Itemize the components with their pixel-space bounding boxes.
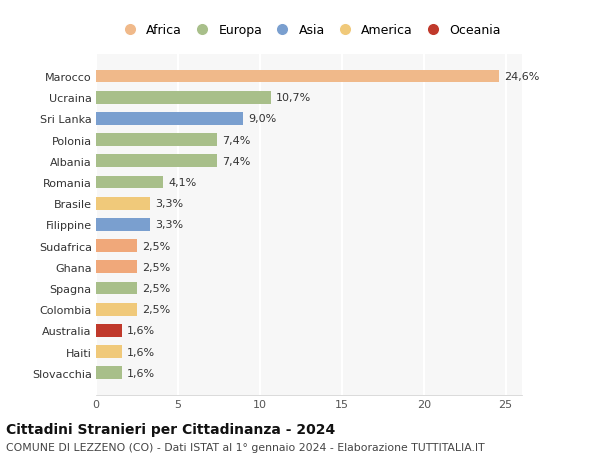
Text: 7,4%: 7,4% xyxy=(222,135,251,146)
Text: 1,6%: 1,6% xyxy=(127,326,155,336)
Bar xyxy=(96,218,150,231)
Text: 2,5%: 2,5% xyxy=(142,283,170,293)
Bar xyxy=(96,346,122,358)
Text: 3,3%: 3,3% xyxy=(155,199,183,209)
Text: 3,3%: 3,3% xyxy=(155,220,183,230)
Bar xyxy=(96,303,137,316)
Text: 24,6%: 24,6% xyxy=(504,72,539,82)
Bar xyxy=(96,367,122,379)
Text: 1,6%: 1,6% xyxy=(127,368,155,378)
Text: 7,4%: 7,4% xyxy=(222,157,251,167)
Bar xyxy=(96,113,244,125)
Bar xyxy=(96,176,163,189)
Legend: Africa, Europa, Asia, America, Oceania: Africa, Europa, Asia, America, Oceania xyxy=(114,21,504,41)
Bar xyxy=(96,71,499,83)
Bar xyxy=(96,240,137,252)
Text: 2,5%: 2,5% xyxy=(142,241,170,251)
Text: 10,7%: 10,7% xyxy=(276,93,311,103)
Text: COMUNE DI LEZZENO (CO) - Dati ISTAT al 1° gennaio 2024 - Elaborazione TUTTITALIA: COMUNE DI LEZZENO (CO) - Dati ISTAT al 1… xyxy=(6,442,485,452)
Text: 1,6%: 1,6% xyxy=(127,347,155,357)
Bar xyxy=(96,134,217,147)
Text: 2,5%: 2,5% xyxy=(142,262,170,272)
Bar xyxy=(96,282,137,295)
Bar xyxy=(96,92,271,104)
Text: Cittadini Stranieri per Cittadinanza - 2024: Cittadini Stranieri per Cittadinanza - 2… xyxy=(6,422,335,436)
Text: 4,1%: 4,1% xyxy=(168,178,196,188)
Bar xyxy=(96,197,150,210)
Text: 9,0%: 9,0% xyxy=(248,114,277,124)
Text: 2,5%: 2,5% xyxy=(142,304,170,314)
Bar xyxy=(96,155,217,168)
Bar xyxy=(96,261,137,274)
Bar xyxy=(96,325,122,337)
